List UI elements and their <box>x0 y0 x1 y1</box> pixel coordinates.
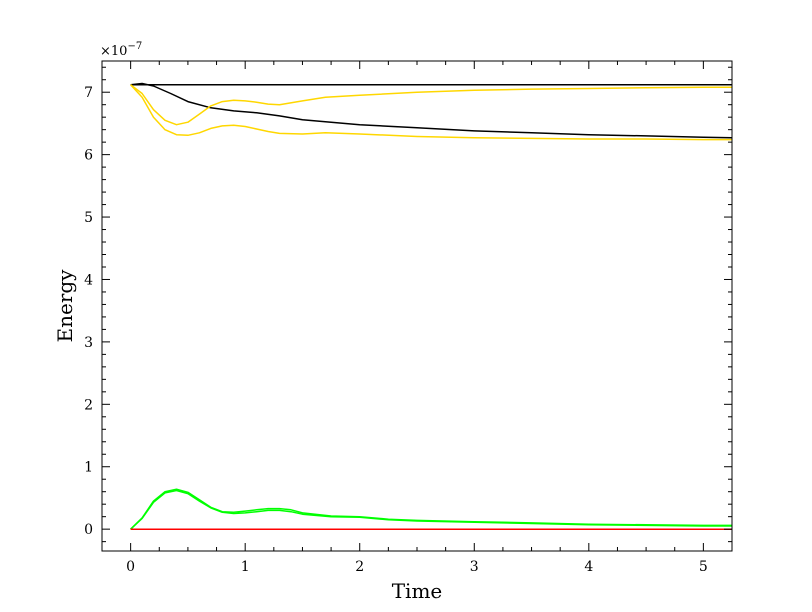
y-tick-label: 0 <box>84 522 93 538</box>
x-tick-label: 1 <box>241 559 250 575</box>
y-tick-label: 4 <box>84 272 93 288</box>
y-tick-label: 2 <box>84 397 93 413</box>
y-scale-prefix: ×10 <box>100 44 127 59</box>
y-tick-label: 7 <box>84 85 93 101</box>
y-tick-label: 1 <box>84 460 93 476</box>
series-line-4 <box>130 84 732 141</box>
y-scale-exponent: −7 <box>127 41 142 52</box>
y-tick-label: 3 <box>84 335 93 351</box>
x-tick-label: 4 <box>584 559 593 575</box>
x-tick-label: 2 <box>355 559 364 575</box>
y-scale-factor: ×10−7 <box>100 41 142 59</box>
y-tick-label: 6 <box>84 148 93 164</box>
y-axis-title: Energy <box>53 269 77 343</box>
tick-layer: 0 1 2 3 4 5 0 1 2 3 4 5 6 7 <box>84 61 733 575</box>
series-line-2 <box>130 82 733 139</box>
y-tick-label: 5 <box>84 210 93 226</box>
plot-frame <box>101 60 733 552</box>
series-line-3 <box>130 84 732 126</box>
x-axis-title: Time <box>392 579 443 603</box>
x-tick-label: 5 <box>699 559 708 575</box>
series-line-6 <box>130 488 732 530</box>
series-layer <box>130 82 733 530</box>
x-tick-label: 3 <box>470 559 479 575</box>
x-tick-label: 0 <box>126 559 135 575</box>
